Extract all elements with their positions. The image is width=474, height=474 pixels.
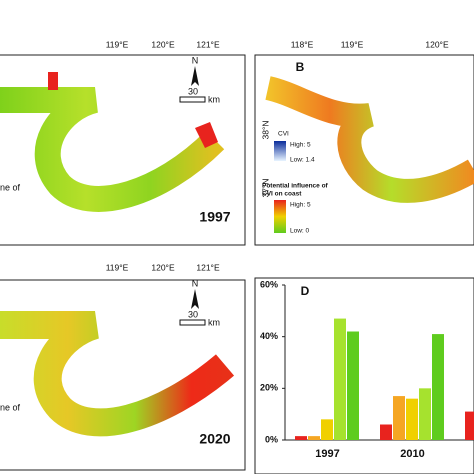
bar: [465, 411, 474, 440]
lon-label: 119°E: [106, 39, 129, 49]
scale-label: 30: [188, 86, 198, 96]
panel-frame: [254, 277, 474, 474]
year-label: 2020: [199, 431, 230, 447]
legend-ramp: [274, 200, 286, 233]
legend-high: High: 5: [290, 142, 311, 149]
lon-label: 118°E: [291, 39, 314, 49]
legend-low: Low: 1.4: [290, 157, 315, 164]
lon-label: 121°E: [196, 39, 220, 49]
x-tick-label: 1997: [315, 448, 339, 460]
scale-bar: [179, 319, 206, 326]
cut-text: ne of: [0, 402, 21, 412]
y-tick-label: 60%: [260, 279, 278, 289]
hotspot: [195, 122, 218, 148]
panel-frame: [254, 54, 474, 246]
legend-title: CVI on coast: [262, 191, 302, 198]
scale-unit: km: [208, 94, 220, 104]
north-arrow: [191, 66, 199, 86]
coast-buffer: [0, 87, 225, 212]
bar: [419, 388, 431, 440]
bar: [308, 436, 320, 440]
legend-low: Low: 0: [290, 228, 310, 235]
panel-frame: [0, 54, 246, 246]
lat-label: 37°N: [260, 179, 270, 198]
panel-label: D: [301, 284, 310, 298]
bar: [406, 398, 418, 440]
legend-title: CVI: [278, 131, 289, 138]
lon-label: 120°E: [425, 39, 449, 49]
coast-buffer: [264, 76, 474, 203]
scale-bar: [179, 96, 206, 103]
x-tick-label: 2010: [400, 448, 424, 460]
hotspot: [48, 72, 58, 90]
scale-label: 30: [188, 309, 198, 319]
legend-title: Potential influence of: [262, 183, 329, 190]
bar: [432, 334, 444, 440]
legend-high: High: 5: [290, 202, 311, 209]
bar: [334, 318, 346, 440]
coast-buffer: [0, 311, 235, 437]
lat-label: 38°N: [260, 121, 270, 140]
lon-label: 119°E: [106, 262, 129, 272]
y-tick-label: 0%: [265, 434, 278, 444]
bar: [380, 424, 392, 440]
year-label: 1997: [199, 209, 230, 225]
bar: [321, 419, 333, 440]
north-arrow: [191, 289, 199, 309]
north-label: N: [192, 55, 199, 65]
y-tick-label: 40%: [260, 331, 278, 341]
north-label: N: [192, 278, 199, 288]
bar: [347, 331, 359, 440]
panel-label: B: [296, 60, 305, 74]
bar: [393, 396, 405, 440]
cut-text: ne of: [0, 182, 21, 192]
legend-ramp: [274, 141, 286, 161]
lon-label: 121°E: [196, 262, 220, 272]
lon-label: 120°E: [151, 262, 175, 272]
lon-label: 119°E: [341, 39, 364, 49]
bar-chart: 0% 20% 40% 60% 1997 2010: [260, 279, 474, 460]
lon-label: 120°E: [151, 39, 175, 49]
bar: [295, 436, 307, 440]
y-tick-label: 20%: [260, 383, 278, 393]
scale-unit: km: [208, 317, 220, 327]
panel-frame: [0, 279, 246, 471]
